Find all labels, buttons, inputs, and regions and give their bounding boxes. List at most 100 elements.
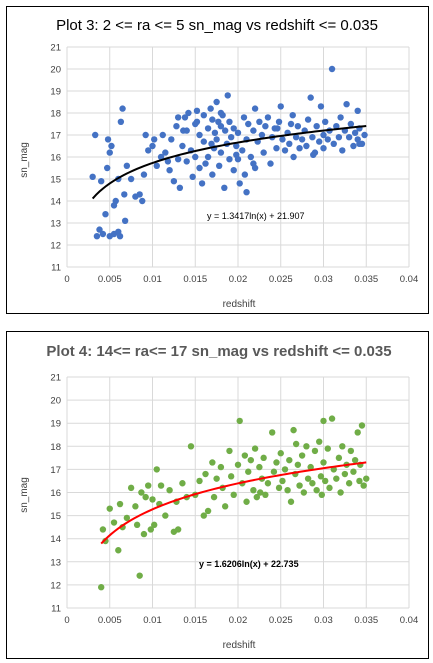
plot-3-data-point <box>240 114 248 121</box>
plot-3-data-point <box>279 136 286 143</box>
plot-3-y-tick-label: 21 <box>50 43 61 54</box>
plot-4-data-point <box>358 422 366 429</box>
plot-3-data-point <box>324 136 331 143</box>
plot-4-x-tick-label: 0.005 <box>98 615 122 626</box>
plot-3-x-tick-label: 0.01 <box>143 274 162 285</box>
plot-3-data-point <box>207 105 214 112</box>
plot-3-data-point <box>277 103 284 110</box>
plot-4-data-point <box>151 521 158 529</box>
plot-3-data-point <box>356 140 363 147</box>
plot-4-data-point <box>339 443 346 450</box>
plot-4-data-point <box>202 470 209 478</box>
plot-3-data-point <box>322 118 329 126</box>
plot-4-data-point <box>226 447 233 455</box>
plot-3-data-point <box>151 136 158 143</box>
plot-3-data-point <box>176 184 184 191</box>
plot-4-data-point <box>287 498 295 505</box>
plot-3-y-tick-label: 12 <box>50 241 61 252</box>
plot-3-data-point <box>196 131 203 139</box>
plot-3-data-point <box>140 171 148 178</box>
plot-3-data-point <box>108 142 115 150</box>
plot-4-data-point <box>303 443 310 450</box>
plot-3-data-point <box>294 123 302 130</box>
plot-3-data-point <box>236 180 243 187</box>
plot-3-data-point <box>303 142 310 150</box>
plot-3-data-point <box>93 233 101 240</box>
plot-3-data-point <box>209 116 216 123</box>
plot-4-data-point <box>270 468 278 475</box>
plot-4-x-tick-label: 0.025 <box>269 615 293 626</box>
plot-4-data-point <box>132 503 139 510</box>
plot-3-data-point <box>213 136 220 143</box>
plot-3-data-point <box>119 105 126 112</box>
plot-3-data-point <box>250 160 257 167</box>
chart-panel-plot-3: Plot 3: 2 <= ra <= 5 sn_mag vs redshift … <box>6 6 429 314</box>
plot-4-y-tick-label: 13 <box>50 557 61 568</box>
plot-4-data-point <box>341 470 349 478</box>
plot-3-x-tick-label: 0.035 <box>354 274 378 285</box>
plot-4-data-point <box>328 415 336 422</box>
plot-4-data-point <box>147 526 154 533</box>
plot-3-x-tick-label: 0.025 <box>269 274 293 285</box>
plot-4-data-point <box>204 507 212 515</box>
plot-3-data-point <box>112 197 119 205</box>
plot-3-data-point <box>198 180 206 187</box>
plot-3-data-point <box>292 134 300 141</box>
plot-3-data-point <box>230 125 237 132</box>
plot-4-data-point <box>250 486 257 494</box>
plot-3-x-tick-label: 0.015 <box>183 274 207 285</box>
plot-3-data-point <box>304 116 312 123</box>
plot-4-x-tick-label: 0.04 <box>400 615 419 626</box>
plot-3-data-point <box>309 134 316 141</box>
plot-3-data-point <box>204 153 212 161</box>
plot-3-data-point <box>267 160 274 167</box>
plot-4-data-point <box>149 496 156 503</box>
plot-4-data-point <box>236 417 243 425</box>
plot-3-data-point <box>200 112 207 119</box>
plot-3-data-point <box>173 123 180 130</box>
plot-4-trendline-equation: y = 1.6206ln(x) + 22.735 <box>199 559 299 569</box>
plot-3-data-point <box>258 131 266 139</box>
plot-4-data-point <box>138 489 145 496</box>
plot-3-y-tick-label: 18 <box>50 109 61 120</box>
plot-3-x-tick-label: 0.005 <box>98 274 122 285</box>
plot-3-data-point <box>102 211 109 218</box>
plot-4-data-point <box>221 503 229 510</box>
plot-3-data-point <box>136 191 143 198</box>
plot-3-data-point <box>281 147 289 154</box>
plot-4-data-point <box>133 521 141 529</box>
plot-3-data-point <box>227 134 235 141</box>
plot-4-y-tick-label: 20 <box>50 396 61 407</box>
plot-4-data-point <box>260 454 267 462</box>
plot-3-data-point <box>153 162 160 169</box>
plot-4-data-point <box>354 429 361 436</box>
plot-3-data-point <box>274 125 281 132</box>
plot-3-data-point <box>361 131 368 139</box>
plot-3-data-point <box>149 142 156 150</box>
plot-4-data-point <box>256 463 263 471</box>
plot-4-data-point <box>251 445 259 452</box>
plot-3-data-point <box>166 167 173 174</box>
plot-3-data-point <box>347 120 355 128</box>
plot-4-y-tick-label: 19 <box>50 419 61 430</box>
plot-3-data-point <box>335 134 343 141</box>
plot-4-data-point <box>292 440 300 448</box>
plot-3-data-point <box>345 134 353 141</box>
plot-4-y-tick-label: 12 <box>50 580 61 591</box>
plot-3-data-point <box>287 120 295 128</box>
plot-3-y-tick-label: 19 <box>50 87 61 98</box>
plot-4-data-point <box>243 498 250 505</box>
plot-4-data-point <box>110 519 118 526</box>
plot-4-y-tick-label: 21 <box>50 373 61 384</box>
plot-3-x-tick-label: 0 <box>64 274 69 285</box>
plot-4-data-point <box>322 477 329 485</box>
plot-4-data-point <box>351 456 359 464</box>
plot-4-data-point <box>257 489 264 496</box>
plot-4-data-point <box>200 512 207 519</box>
plot-3-data-point <box>123 162 131 169</box>
plot-3-data-point <box>343 101 350 108</box>
plot-3-data-point <box>103 164 111 172</box>
plot-4-data-point <box>179 480 186 487</box>
plot-3-data-point <box>174 114 182 121</box>
plot-3-data-point <box>217 149 225 156</box>
